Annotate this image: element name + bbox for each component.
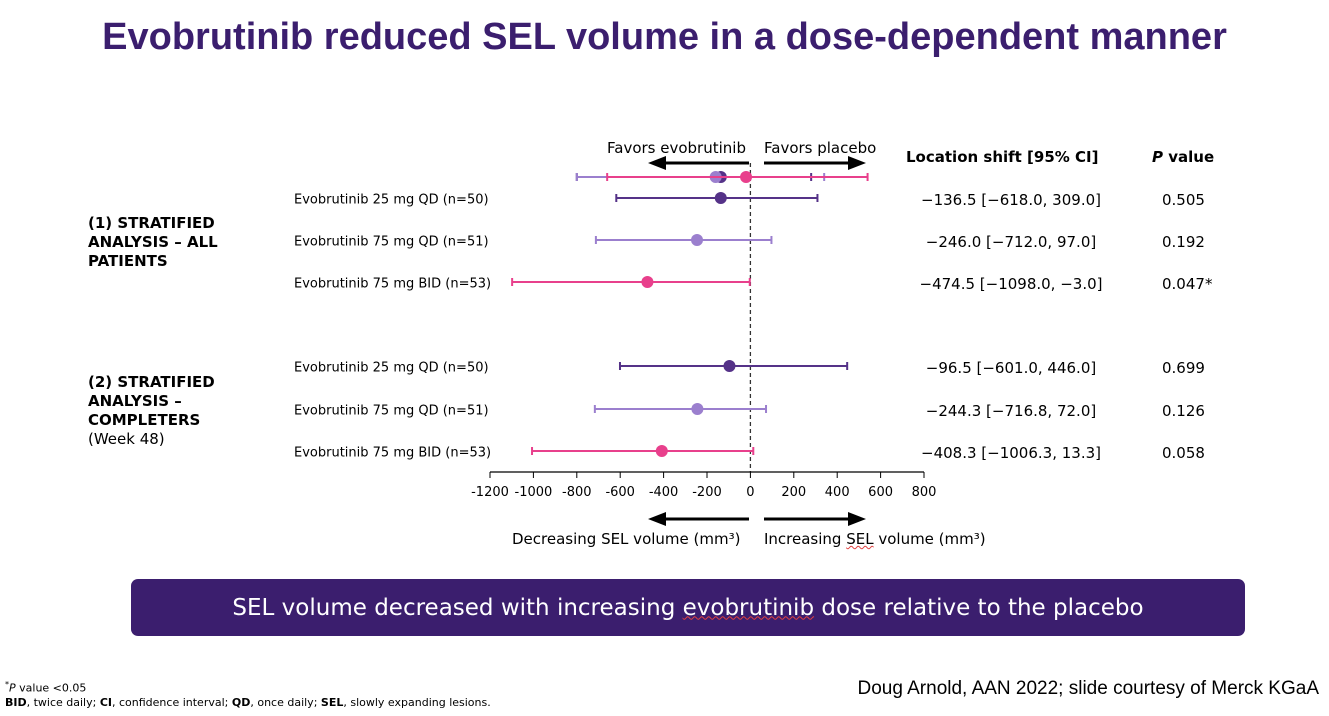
location-shift-value: −96.5 [−601.0, 446.0] [925, 359, 1097, 377]
x-axis-label-decreasing: Decreasing SEL volume (mm³) [512, 530, 741, 548]
arrow-decreasing-head [648, 512, 666, 526]
abbr-term: CI [99, 695, 112, 709]
x-axis-label-post: volume (mm³) [873, 530, 986, 548]
group-label-text: (1) STRATIFIED ANALYSIS – ALL PATIENTS [88, 214, 218, 270]
abbr-term: QD [231, 695, 251, 709]
row-label: Evobrutinib 75 mg BID (n=53) [294, 445, 492, 461]
header-p-value: P value [1152, 148, 1214, 166]
footnotes: *P value <0.05 BID, twice daily; CI, con… [5, 678, 491, 710]
forest-row-point-estimate [691, 403, 704, 415]
abbr-desc: , twice daily; [26, 695, 100, 709]
x-axis-tick-label: 800 [912, 485, 937, 500]
p-value: 0.192 [1162, 233, 1205, 251]
x-axis-label-increasing: Increasing SEL volume (mm³) [764, 530, 986, 548]
location-shift-value: −244.3 [−716.8, 72.0] [925, 402, 1097, 420]
banner-text-pre: SEL volume decreased with increasing [232, 594, 683, 621]
x-axis-label-sel: SEL [846, 530, 874, 548]
forest-row-point-estimate [723, 360, 736, 372]
x-axis-tick-label: 400 [825, 485, 850, 500]
page-title: Evobrutinib reduced SEL volume in a dose… [102, 16, 1227, 58]
location-shift-value: −474.5 [−1098.0, −3.0] [919, 275, 1103, 293]
footnote-asterisk: * [5, 680, 9, 689]
x-axis-tick-label: -1200 [471, 485, 509, 500]
footnote-abbreviations: BID, twice daily; CI, confidence interva… [5, 696, 491, 710]
x-axis-tick-label: -400 [649, 485, 679, 500]
group-sublabel: (Week 48) [88, 430, 165, 448]
header-p-italic: P [1152, 148, 1163, 166]
header-p-rest: value [1163, 148, 1215, 166]
favors-evobrutinib-label: Favors evobrutinib [607, 139, 746, 157]
x-axis-tick-label: -1000 [515, 485, 553, 500]
footnote-p-rest: value <0.05 [15, 681, 87, 695]
x-axis-tick-label: 200 [781, 485, 806, 500]
x-axis-label-pre: Increasing [764, 530, 847, 548]
p-value: 0.047* [1162, 275, 1213, 293]
row-label: Evobrutinib 25 mg QD (n=50) [294, 360, 489, 376]
group-label-all-patients: (1) STRATIFIED ANALYSIS – ALL PATIENTS [88, 214, 248, 271]
p-value: 0.126 [1162, 402, 1205, 420]
location-shift-value: −246.0 [−712.0, 97.0] [925, 233, 1097, 251]
arrow-increasing-head [848, 512, 866, 526]
arrow-favors-placebo-head [848, 156, 866, 170]
forest-row-point-estimate [691, 234, 704, 246]
banner-text-word: evobrutinib [682, 594, 815, 621]
conclusion-banner: SEL volume decreased with increasing evo… [131, 579, 1245, 636]
x-axis-tick-label: 0 [746, 485, 754, 500]
abbr-term: BID [5, 695, 27, 709]
location-shift-value: −408.3 [−1006.3, 13.3] [921, 444, 1101, 462]
group-label-text: (2) STRATIFIED ANALYSIS – COMPLETERS [88, 373, 215, 429]
header-location-shift: Location shift [95% CI] [906, 148, 1099, 166]
row-label: Evobrutinib 75 mg QD (n=51) [294, 403, 489, 419]
row-label: Evobrutinib 75 mg BID (n=53) [294, 276, 492, 292]
p-value: 0.058 [1162, 444, 1205, 462]
p-value: 0.505 [1162, 191, 1205, 209]
overlay-point-estimate [740, 171, 753, 183]
x-axis-tick-label: -600 [605, 485, 635, 500]
forest-row-point-estimate [641, 276, 654, 288]
x-axis-tick-label: 600 [868, 485, 893, 500]
abbr-desc: , confidence interval; [112, 695, 232, 709]
row-label: Evobrutinib 25 mg QD (n=50) [294, 192, 489, 208]
favors-placebo-label: Favors placebo [764, 139, 877, 157]
p-value: 0.699 [1162, 359, 1205, 377]
forest-row-point-estimate [655, 445, 668, 457]
forest-row-point-estimate [714, 192, 727, 204]
arrow-favors-evobrutinib-head [648, 156, 666, 170]
citation: Doug Arnold, AAN 2022; slide courtesy of… [857, 678, 1319, 699]
group-label-completers: (2) STRATIFIED ANALYSIS – COMPLETERS (We… [88, 373, 248, 449]
banner-text-post: dose relative to the placebo [814, 594, 1144, 621]
abbr-desc: , once daily; [250, 695, 321, 709]
x-axis-tick-label: -200 [692, 485, 722, 500]
abbr-desc: , slowly expanding lesions. [343, 695, 491, 709]
x-axis-tick-label: -800 [562, 485, 592, 500]
row-label: Evobrutinib 75 mg QD (n=51) [294, 234, 489, 250]
abbr-term: SEL [320, 695, 344, 709]
location-shift-value: −136.5 [−618.0, 309.0] [921, 191, 1101, 209]
footnote-significance: *P value <0.05 [5, 678, 491, 696]
footnote-p: P [9, 681, 16, 695]
